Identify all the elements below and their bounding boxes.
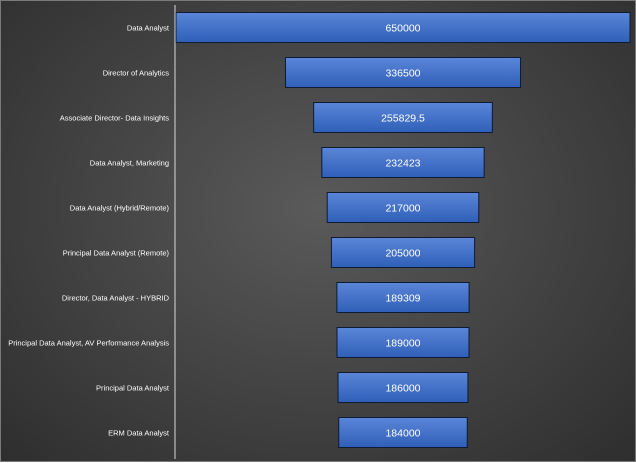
bar (330, 237, 476, 268)
bar (313, 102, 493, 133)
data-label: 217000 (385, 203, 420, 215)
data-label: 186000 (385, 383, 420, 395)
data-label: 650000 (385, 23, 420, 35)
data-label: 205000 (385, 248, 420, 260)
category-label: Associate Director- Data Insights (60, 114, 169, 123)
category-label: ERM Data Analyst (108, 429, 170, 438)
data-label: 184000 (385, 428, 420, 440)
data-label: 232423 (385, 158, 420, 170)
category-label: Principal Data Analyst (96, 384, 170, 393)
category-label: Principal Data Analyst, AV Performance A… (8, 339, 169, 348)
category-label: Principal Data Analyst (Remote) (63, 249, 170, 258)
bar (338, 417, 468, 448)
bar (321, 147, 485, 178)
data-label: 189000 (385, 338, 420, 350)
category-label: Director of Analytics (103, 69, 170, 78)
category-label: Director, Data Analyst - HYBRID (62, 294, 170, 303)
category-label: Data Analyst (127, 24, 170, 33)
bar (175, 12, 631, 43)
data-label: 336500 (385, 68, 420, 80)
category-label: Data Analyst, Marketing (90, 159, 169, 168)
data-label: 255829.5 (381, 113, 425, 125)
category-label: Data Analyst (Hybrid/Remote) (70, 204, 170, 213)
bar (326, 192, 480, 223)
data-label: 189309 (385, 293, 420, 305)
bar (337, 372, 469, 403)
bar (284, 57, 522, 88)
bar (336, 327, 470, 358)
bar (336, 282, 470, 313)
